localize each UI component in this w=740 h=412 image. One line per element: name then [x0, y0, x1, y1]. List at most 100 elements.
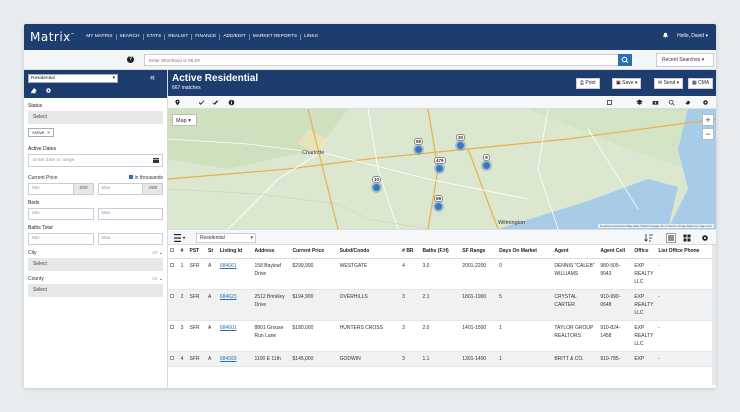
- user-menu[interactable]: Hello, David ▾: [677, 32, 708, 39]
- sort-icon[interactable]: [644, 234, 653, 242]
- beds-max-input[interactable]: Max: [97, 208, 163, 220]
- send-button[interactable]: ✉ Send ▾: [654, 78, 684, 89]
- gear-icon[interactable]: [701, 234, 709, 242]
- cell-price: $299,900: [290, 258, 338, 290]
- property-type-select[interactable]: Residential ▾: [28, 74, 118, 83]
- nav-my-matrix[interactable]: MY MATRIX: [83, 34, 117, 40]
- nav-add-edit[interactable]: ADD/EDIT: [220, 34, 250, 40]
- search-button[interactable]: [618, 54, 632, 66]
- listing-id-link[interactable]: 684593: [219, 355, 237, 362]
- column-header[interactable]: Agent: [552, 245, 599, 259]
- checkmark-icon[interactable]: [198, 99, 205, 106]
- table-row[interactable]: 2 SFR A 684623 2512 Brinkley Drive $194,…: [168, 289, 716, 321]
- map-type-button[interactable]: Map ▾: [172, 114, 197, 126]
- column-header[interactable]: List Office Phone: [656, 245, 716, 259]
- active-dates-section: Active Dates Enter date or range: [24, 146, 167, 167]
- row-checkbox[interactable]: [168, 351, 179, 367]
- nav-links[interactable]: LINKS: [304, 34, 318, 39]
- zoom-in-button[interactable]: +: [702, 114, 714, 126]
- map-view[interactable]: Map ▾ + − Charlotte Wilmington 59 30 479…: [168, 109, 716, 229]
- thousands-checkbox[interactable]: in thousands: [128, 175, 163, 181]
- column-header[interactable]: St: [206, 245, 218, 259]
- bell-icon[interactable]: [662, 32, 669, 39]
- map-cluster[interactable]: 30: [456, 134, 466, 149]
- active-dates-input[interactable]: Enter date or range: [28, 154, 163, 167]
- help-icon[interactable]: ?: [127, 56, 134, 63]
- cma-button[interactable]: ▦ CMA: [688, 78, 714, 89]
- remove-chip-icon[interactable]: ×: [47, 130, 50, 135]
- eraser-icon[interactable]: [30, 87, 37, 94]
- listing-id-link[interactable]: 684661: [219, 262, 237, 269]
- nav-market-reports[interactable]: MARKET REPORTS: [250, 34, 302, 40]
- more-options-icon[interactable]: ⋮: [702, 78, 710, 87]
- map-cluster[interactable]: 59: [414, 138, 424, 153]
- county-select[interactable]: Select: [28, 284, 163, 297]
- cell-agent-cell: 980-505-9043: [598, 258, 633, 290]
- row-checkbox[interactable]: [168, 289, 179, 321]
- nav-search[interactable]: SEARCH: [117, 34, 144, 40]
- gear-icon[interactable]: [702, 99, 709, 106]
- column-header[interactable]: Subd/Condo: [337, 245, 401, 259]
- save-button[interactable]: ▣ Save ▾: [612, 78, 642, 89]
- display-view-select[interactable]: Residential ▾: [196, 233, 256, 243]
- column-header[interactable]: Agent Cell: [598, 245, 633, 259]
- map-cluster[interactable]: 479: [434, 157, 446, 172]
- cell-address: 8801 Grouse Run Lane: [252, 320, 291, 352]
- column-header[interactable]: Listing Id: [217, 245, 253, 259]
- row-checkbox[interactable]: [168, 320, 179, 352]
- gear-icon[interactable]: [45, 87, 52, 94]
- column-header[interactable]: Office: [632, 245, 657, 259]
- calendar-icon[interactable]: [151, 156, 161, 165]
- price-min-input[interactable]: Min .000: [28, 183, 94, 195]
- collapse-panel-icon[interactable]: «: [150, 72, 156, 82]
- city-select[interactable]: Select: [28, 258, 163, 271]
- beds-min-input[interactable]: Min: [28, 208, 94, 220]
- print-button[interactable]: ⎙ Print: [576, 78, 600, 89]
- layers-icon[interactable]: [636, 99, 643, 106]
- save-icon: ▣: [616, 80, 621, 86]
- eraser-icon[interactable]: [684, 99, 691, 106]
- draw-shape-icon[interactable]: [606, 99, 613, 106]
- table-scrollbar[interactable]: [712, 245, 716, 385]
- criteria-icons: [30, 87, 52, 94]
- column-header[interactable]: Address: [252, 245, 291, 259]
- zoom-out-button[interactable]: −: [702, 128, 714, 140]
- select-all-checkbox[interactable]: [168, 245, 179, 259]
- status-select[interactable]: Select: [28, 111, 163, 124]
- column-header[interactable]: Baths (F.H): [420, 245, 461, 259]
- table-row[interactable]: 4 SFR A 684593 1100 E 11th $145,000 GODW…: [168, 351, 716, 367]
- map-cluster[interactable]: 59: [434, 195, 444, 210]
- listing-id-link[interactable]: 684623: [219, 293, 237, 300]
- nav-stats[interactable]: STATS: [144, 34, 166, 40]
- column-header[interactable]: PST: [187, 245, 206, 259]
- table-row[interactable]: 1 SFR A 684661 158 Bayleaf Drive $299,90…: [168, 258, 716, 290]
- info-icon[interactable]: [228, 99, 235, 106]
- map-cluster[interactable]: 10: [372, 176, 382, 191]
- column-header[interactable]: Days On Market: [497, 245, 553, 259]
- map-cluster[interactable]: 9: [483, 154, 490, 169]
- column-header[interactable]: SF Range: [460, 245, 498, 259]
- price-max-input[interactable]: Max .000: [97, 183, 163, 195]
- listing-id-link[interactable]: 684601: [219, 324, 237, 331]
- county-or-toggle[interactable]: Or ⌄: [152, 276, 163, 282]
- recent-searches-button[interactable]: Recent Searches ▾: [656, 53, 714, 67]
- column-header[interactable]: # BR: [400, 245, 421, 259]
- city-or-toggle[interactable]: Or ⌄: [152, 250, 163, 256]
- matrix-logo[interactable]: Matrix™: [30, 30, 76, 44]
- table-row[interactable]: 3 SFR A 684601 8801 Grouse Run Lane $180…: [168, 320, 716, 352]
- baths-min-input[interactable]: Min: [28, 233, 94, 245]
- list-options-icon[interactable]: [174, 234, 186, 242]
- double-check-icon[interactable]: [212, 99, 219, 106]
- nav-realist[interactable]: REALIST: [165, 34, 193, 40]
- zoom-search-icon[interactable]: [668, 99, 675, 106]
- row-checkbox[interactable]: [168, 258, 179, 290]
- baths-max-input[interactable]: Max: [97, 233, 163, 245]
- nav-finance[interactable]: FINANCE: [192, 34, 221, 40]
- column-header[interactable]: #: [178, 245, 188, 259]
- list-view-icon[interactable]: [666, 233, 676, 243]
- street-view-icon[interactable]: [652, 99, 659, 106]
- shorthand-search-input[interactable]: [144, 54, 619, 66]
- location-pin-icon[interactable]: [174, 99, 181, 106]
- column-header[interactable]: Current Price: [290, 245, 338, 259]
- grid-view-icon[interactable]: [682, 233, 692, 243]
